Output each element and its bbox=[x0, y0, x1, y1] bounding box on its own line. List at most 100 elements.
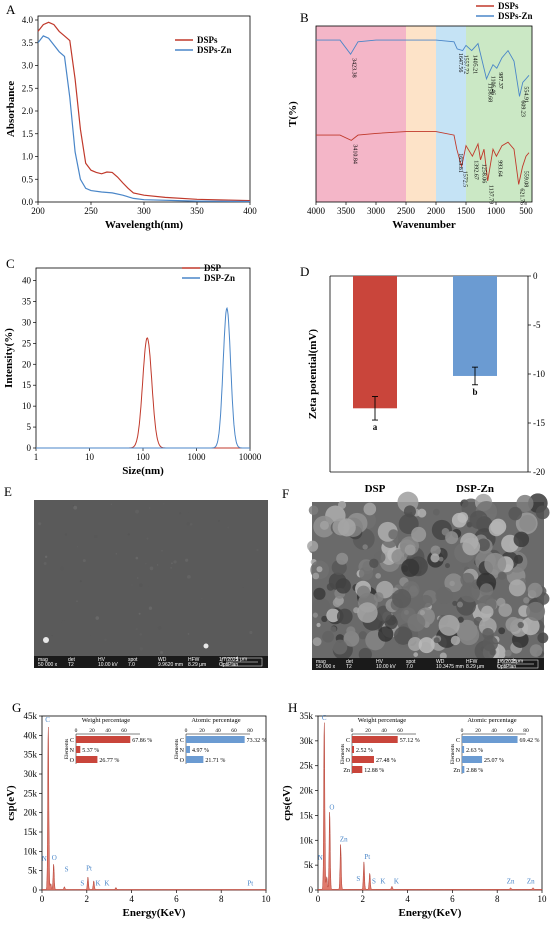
inset-element-label: C bbox=[70, 738, 74, 744]
sem-particle bbox=[137, 577, 139, 579]
x-tick-label: 3000 bbox=[367, 206, 386, 216]
sem-info-value: 50 000 x bbox=[316, 664, 336, 670]
y-tick-label: 30k bbox=[300, 736, 314, 746]
y-tick-label: 15k bbox=[300, 810, 314, 820]
x-tick-label: 250 bbox=[84, 206, 98, 216]
plot-frame bbox=[315, 25, 533, 203]
y-axis-label: Zeta potential(mV) bbox=[307, 329, 319, 419]
sem-particle bbox=[138, 612, 141, 615]
sem-particle bbox=[439, 652, 447, 660]
y-axis-label: Absorbance bbox=[5, 81, 17, 137]
x-tick-label: 4000 bbox=[307, 206, 326, 216]
peak-label: K bbox=[394, 878, 399, 886]
x-tick-label: 10000 bbox=[239, 452, 262, 462]
ftir-region bbox=[406, 26, 436, 202]
eds-spectrum bbox=[41, 726, 267, 891]
sem-particle bbox=[332, 639, 348, 655]
ftir-region bbox=[316, 26, 406, 202]
inset-value-label: 73.32 % bbox=[247, 738, 267, 744]
sem-particle bbox=[218, 520, 220, 522]
x-tick-label: 10 bbox=[538, 894, 548, 904]
sem-particle bbox=[488, 521, 504, 537]
y-tick-label: 2.0 bbox=[22, 106, 34, 116]
sem-particle bbox=[187, 574, 191, 579]
legend-label: DSPs-Zn bbox=[197, 45, 232, 55]
peak-label: 1572.5 bbox=[462, 171, 468, 188]
inset-element-label: C bbox=[180, 738, 184, 744]
x-tick-label: 0 bbox=[316, 894, 321, 904]
sem-particle bbox=[445, 563, 450, 569]
sem-particle bbox=[326, 608, 341, 623]
inset-tick-label: 60 bbox=[121, 728, 127, 734]
panel-letter: A bbox=[6, 2, 16, 17]
sem-particle bbox=[48, 553, 50, 556]
x-tick-label: 10 bbox=[85, 452, 95, 462]
sem-particle bbox=[127, 533, 130, 536]
y-tick-label: 10k bbox=[300, 835, 314, 845]
inset-axis-label: Elements bbox=[450, 744, 456, 764]
sem-particle bbox=[115, 553, 117, 555]
sem-particle bbox=[336, 608, 353, 625]
sem-particle bbox=[319, 520, 329, 530]
sem-particle bbox=[373, 592, 384, 603]
legend-label: DSPs bbox=[197, 35, 218, 45]
y-axis-label: cps(eV) bbox=[281, 785, 293, 821]
eds-spectrum bbox=[317, 722, 543, 891]
inset-tick-label: 0 bbox=[75, 728, 78, 734]
sem-particle bbox=[51, 635, 53, 637]
inset-tick-label: 20 bbox=[89, 728, 95, 734]
y-tick-label: 0 bbox=[309, 885, 314, 895]
sem-info-value: 10.00 kV bbox=[376, 664, 396, 670]
inset-bar bbox=[352, 736, 398, 743]
peak-label: O bbox=[329, 803, 334, 811]
panel-letter: F bbox=[282, 486, 289, 501]
peak-label: 993.64 bbox=[496, 160, 502, 177]
sem-particle bbox=[452, 600, 458, 606]
peak-label: S bbox=[356, 875, 360, 883]
panel-letter: E bbox=[4, 484, 12, 499]
inset-value-label: 2.52 % bbox=[356, 748, 373, 754]
x-tick-label: 0 bbox=[40, 894, 45, 904]
sem-particle bbox=[535, 505, 550, 520]
sem-particle bbox=[419, 594, 433, 608]
peak-label: 554.91 bbox=[523, 86, 529, 103]
y-tick-label: 4.0 bbox=[22, 15, 34, 25]
peak-label: Zn bbox=[507, 878, 515, 886]
y-tick-label: 10k bbox=[24, 846, 38, 856]
sem-particle bbox=[484, 552, 507, 575]
y-tick-label: -20 bbox=[533, 467, 545, 477]
y-tick-label: 0.5 bbox=[22, 174, 34, 184]
sem-particle bbox=[43, 561, 47, 566]
inset-element-label: C bbox=[456, 738, 460, 744]
sem-particle bbox=[148, 507, 151, 509]
inset-bar bbox=[76, 736, 131, 743]
sem-particle bbox=[316, 622, 321, 628]
sem-particle bbox=[73, 505, 78, 510]
inset-bar bbox=[352, 756, 374, 763]
sem-particle bbox=[227, 526, 230, 529]
sem-particle bbox=[460, 572, 475, 587]
y-tick-label: 30 bbox=[22, 317, 32, 327]
sem-particle bbox=[407, 637, 423, 652]
peak-label: 987.37 bbox=[497, 72, 503, 89]
y-tick-label: 20 bbox=[22, 359, 32, 369]
sem-particle bbox=[392, 588, 412, 609]
sem-particle bbox=[146, 537, 149, 540]
sem-particle bbox=[110, 503, 112, 505]
inset-title: Weight percentage bbox=[358, 717, 406, 724]
peak-label: K bbox=[380, 878, 385, 886]
inset-tick-label: 0 bbox=[185, 728, 188, 734]
sem-particle bbox=[343, 630, 360, 647]
size-distribution-dsp bbox=[36, 337, 250, 449]
sem-particle bbox=[139, 632, 143, 636]
sem-particle bbox=[482, 635, 499, 652]
sem-particle bbox=[404, 544, 416, 556]
y-tick-label: 40k bbox=[24, 730, 38, 740]
sem-particle bbox=[170, 567, 172, 569]
inset-axis-label: Elements bbox=[340, 744, 346, 764]
sem-info-value: 7.0 bbox=[406, 664, 413, 670]
sem-particle bbox=[72, 505, 75, 507]
inset-element-label: O bbox=[346, 758, 351, 764]
sem-particle bbox=[312, 598, 331, 617]
sem-particle bbox=[357, 585, 371, 599]
